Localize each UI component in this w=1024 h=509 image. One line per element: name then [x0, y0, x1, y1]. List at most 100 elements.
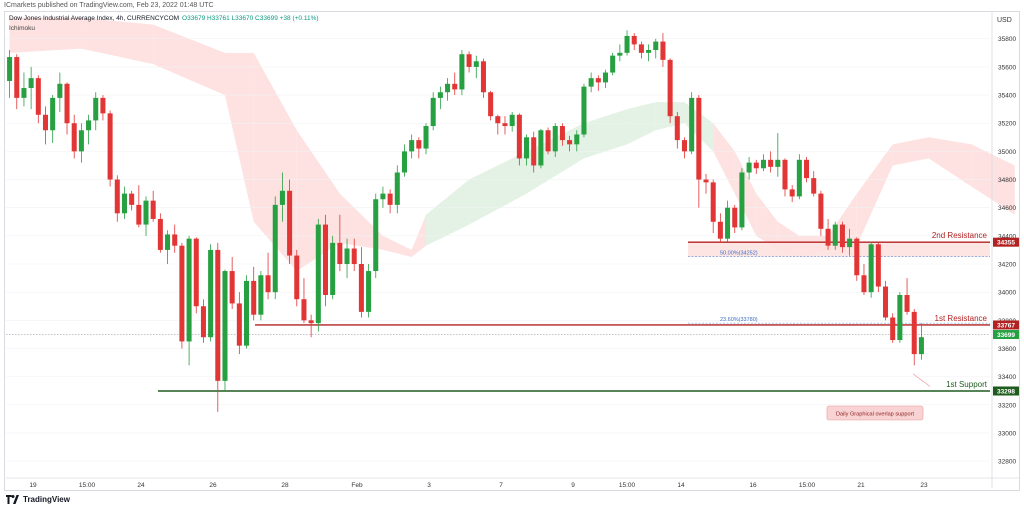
- candle-body: [50, 97, 56, 131]
- grid: [6, 38, 990, 462]
- candle-body: [710, 182, 716, 222]
- candle-body: [57, 83, 63, 98]
- candle: [136, 185, 142, 228]
- candle-body: [437, 92, 443, 98]
- candle-body: [631, 35, 637, 45]
- candle: [681, 137, 687, 159]
- chart-legend: Dow Jones Industrial Average Index, 4h, …: [9, 14, 319, 34]
- candle: [114, 175, 120, 222]
- candle: [710, 179, 716, 234]
- y-tick-label: 34200: [998, 262, 1016, 269]
- candle: [918, 323, 924, 360]
- candle-body: [86, 120, 92, 131]
- candle: [344, 238, 350, 279]
- candle-body: [861, 275, 867, 293]
- candle: [186, 235, 192, 366]
- candle-body: [244, 280, 250, 346]
- footer-brand[interactable]: TradingView: [6, 495, 70, 504]
- candle-body: [93, 97, 99, 121]
- candle: [193, 237, 199, 314]
- candle: [351, 238, 357, 272]
- candle: [258, 271, 264, 321]
- candle-body: [7, 57, 13, 81]
- candle-body: [739, 172, 745, 228]
- candle: [215, 242, 221, 412]
- candle: [251, 266, 257, 321]
- candle-body: [172, 234, 178, 246]
- candle: [272, 196, 278, 300]
- candle-body: [71, 123, 77, 152]
- candle-body: [373, 199, 379, 272]
- candle: [746, 157, 752, 180]
- y-tick-label: 33400: [998, 374, 1016, 381]
- candle-body: [811, 178, 817, 194]
- first-resistance-tag-bg: [993, 320, 1019, 330]
- y-tick-label: 35600: [998, 64, 1016, 71]
- annotation-text: Daily Graphical overlap support: [836, 412, 914, 418]
- indicator-label[interactable]: Ichimoku: [9, 25, 36, 32]
- candle-body: [703, 179, 709, 183]
- candle: [818, 190, 824, 236]
- candle: [401, 144, 407, 177]
- candle-body: [150, 200, 156, 219]
- candle: [897, 292, 903, 343]
- x-tick-label: 24: [137, 482, 145, 489]
- cloud-segment: [81, 17, 154, 65]
- candle-body: [674, 116, 680, 141]
- candle-body: [904, 294, 910, 312]
- candle-body: [358, 264, 364, 312]
- candle-body: [351, 248, 357, 265]
- cloud-segment: [583, 109, 628, 159]
- candle-body: [430, 97, 436, 127]
- candle: [509, 111, 515, 132]
- candle: [739, 168, 745, 231]
- candle: [782, 158, 788, 197]
- candle-body: [143, 200, 149, 225]
- candle: [753, 159, 759, 174]
- candle: [646, 44, 652, 62]
- candle-body: [107, 113, 113, 180]
- candle: [480, 58, 486, 98]
- candle-body: [64, 83, 70, 124]
- candle-body: [301, 299, 307, 321]
- candle-body: [638, 44, 644, 53]
- fib-label: 23.60%(33780): [720, 317, 758, 323]
- candle: [689, 92, 695, 155]
- candle: [574, 130, 580, 152]
- candle-body: [839, 224, 845, 248]
- candle-body: [14, 57, 20, 98]
- candle: [875, 242, 881, 293]
- candle-body: [552, 126, 558, 152]
- candle: [236, 292, 242, 355]
- candle: [825, 218, 831, 250]
- candle-body: [200, 306, 206, 338]
- candle-body: [229, 271, 235, 304]
- candle: [832, 221, 838, 250]
- candle: [21, 72, 27, 107]
- candle: [732, 204, 738, 234]
- candle: [71, 114, 77, 159]
- candle-body: [452, 83, 458, 90]
- annotation-box: [826, 405, 924, 421]
- candle: [121, 186, 127, 219]
- candle-body: [222, 271, 228, 381]
- candle-body: [129, 193, 135, 205]
- candle: [854, 237, 860, 281]
- x-tick-label: 23: [920, 482, 928, 489]
- candle: [495, 114, 501, 135]
- candle: [445, 78, 451, 101]
- last-price-tag: 33699: [997, 332, 1015, 339]
- x-tick-label: 7: [499, 482, 503, 489]
- candle: [200, 299, 206, 343]
- candle: [717, 213, 723, 243]
- candle: [358, 247, 364, 318]
- candle-body: [208, 249, 214, 338]
- candle-body: [21, 88, 27, 98]
- candle-body: [394, 172, 400, 205]
- candle: [653, 38, 659, 59]
- candle-body: [265, 275, 271, 293]
- x-tick-label: 15:00: [799, 482, 816, 489]
- candle: [861, 264, 867, 295]
- candle: [559, 123, 565, 146]
